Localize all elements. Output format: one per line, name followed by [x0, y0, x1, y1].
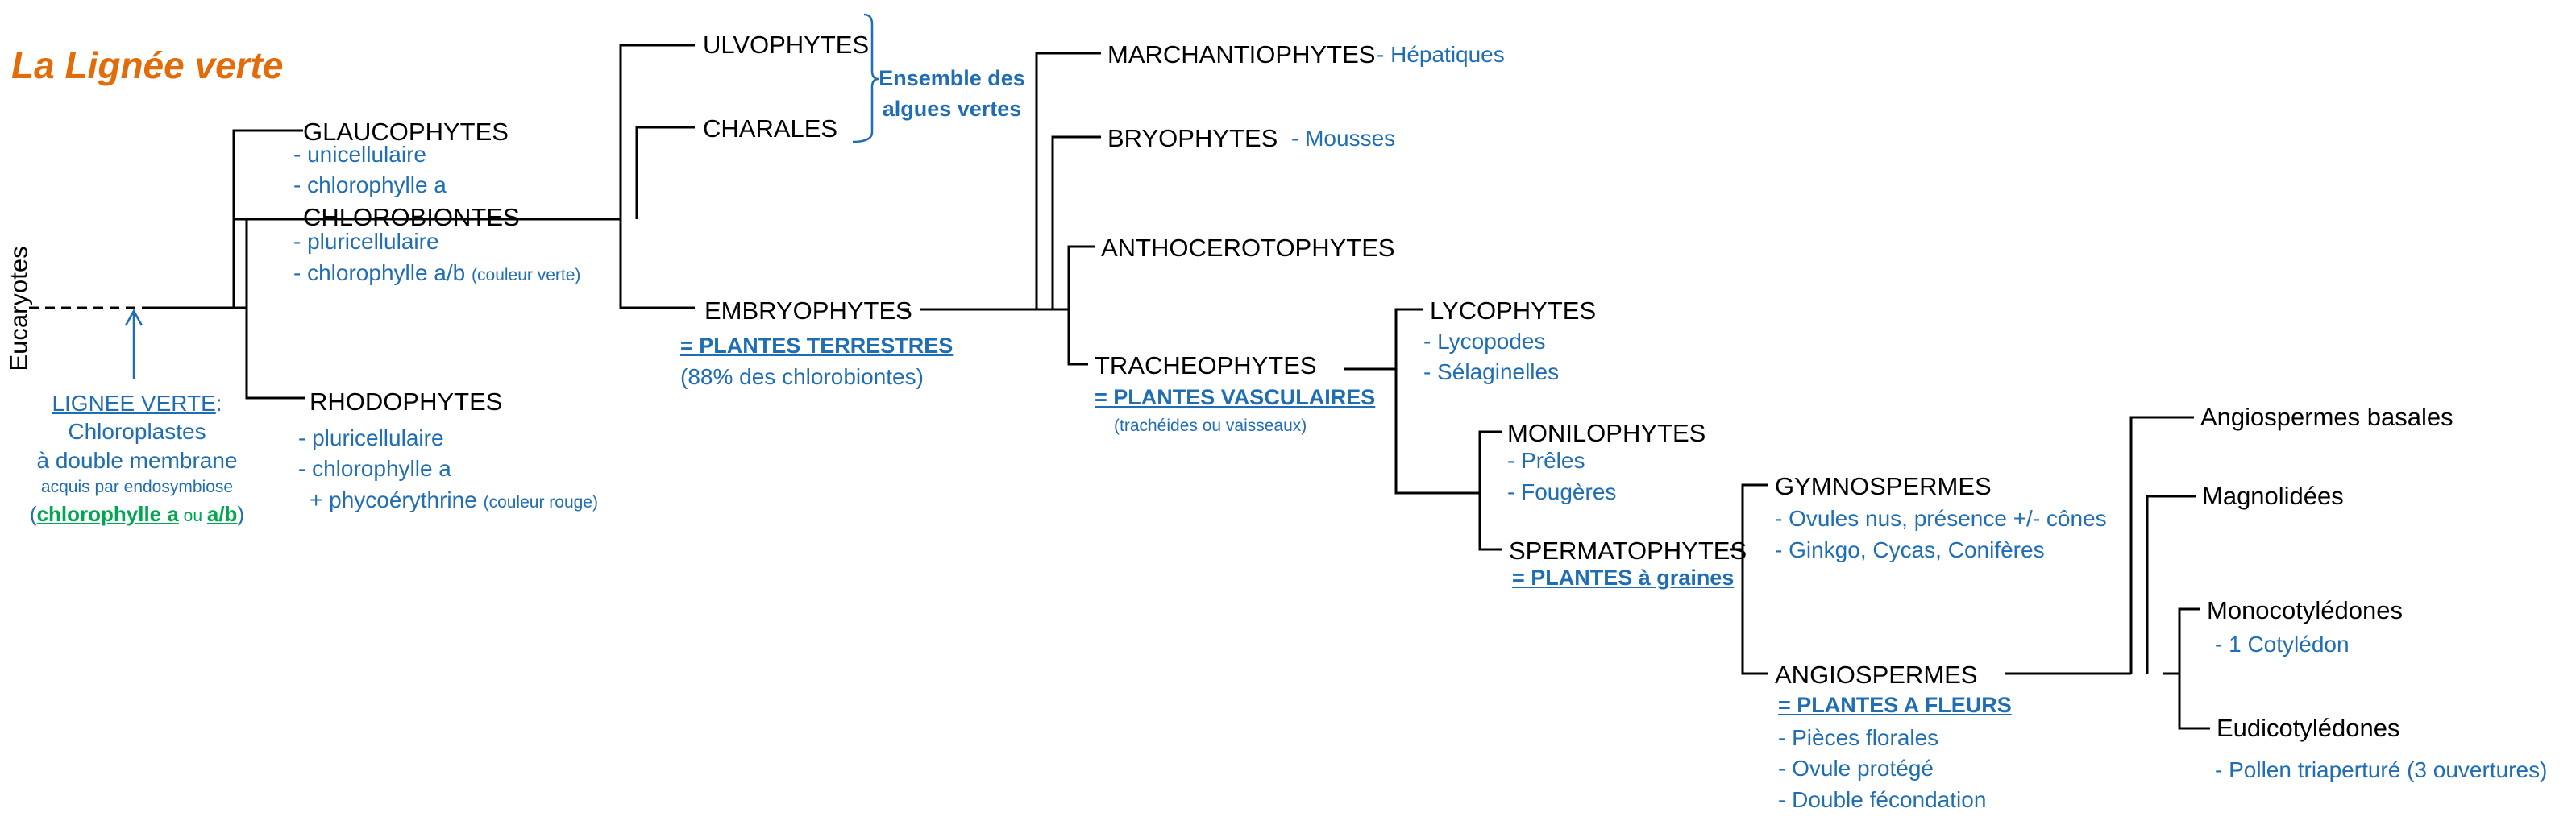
- branch-charales: [635, 126, 695, 219]
- rhodophytes-note: (couleur rouge): [483, 493, 598, 512]
- green-algae-bracket: [852, 13, 879, 143]
- branch-monocotyledones: [2178, 607, 2200, 674]
- chlorobiontes-trait-2: - chlorophylle a/b: [293, 260, 466, 285]
- angiospermes-tag: = PLANTES A FLEURS: [1778, 693, 2012, 717]
- node-bryophytes: BRYOPHYTES: [1107, 124, 1278, 152]
- eudicotyledones-trait-1: - Pollen triaperturé (3 ouvertures): [2215, 757, 2548, 782]
- branch-tracheophytes: [1067, 309, 1088, 366]
- chlorophyll-a-label: chlorophylle a: [36, 502, 179, 526]
- glaucophytes-trait-1: - unicellulaire: [293, 142, 426, 167]
- node-angiospermes: ANGIOSPERMES: [1775, 661, 1978, 689]
- node-angiospermes-basales: Angiospermes basales: [2200, 403, 2453, 431]
- angiospermes-trait-3: - Double fécondation: [1778, 787, 1987, 812]
- branch-chloro-to-embryo: [619, 219, 695, 309]
- branch-rhodophytes: [245, 308, 305, 400]
- gymnospermes-trait-1: - Ovules nus, présence +/- cônes: [1775, 506, 2107, 531]
- lycophytes-trait-1: - Lycopodes: [1423, 329, 1546, 354]
- branch-monilophytes: [1478, 430, 1502, 493]
- branch-bryophytes: [1051, 135, 1101, 309]
- branch-angiospermes: [1741, 549, 1768, 675]
- node-eudicotyledones: Eudicotylédones: [2217, 714, 2400, 742]
- node-marchantiophytes: MARCHANTIOPHYTES: [1107, 40, 1376, 68]
- green-lineage-line1: Chloroplastes: [68, 419, 206, 444]
- branch-main-split: [234, 218, 248, 308]
- node-rhodophytes: RHODOPHYTES: [310, 388, 503, 416]
- angiospermes-trait-2: - Ovule protégé: [1778, 756, 1934, 781]
- node-lycophytes: LYCOPHYTES: [1430, 296, 1597, 325]
- tracheophytes-tag: = PLANTES VASCULAIRES: [1095, 385, 1376, 409]
- node-ulvophytes: ULVOPHYTES: [703, 31, 870, 59]
- branch-anthocerotophytes: [1067, 245, 1095, 309]
- bryophytes-common: - Mousses: [1291, 126, 1396, 151]
- green-lineage-label: LIGNEE VERTE: [52, 391, 216, 416]
- branch-magnoliidees: [2146, 495, 2196, 674]
- diagram-title: La Lignée verte: [11, 44, 284, 86]
- lycophytes-trait-2: - Sélaginelles: [1423, 359, 1560, 384]
- node-monilophytes: MONILOPHYTES: [1507, 419, 1706, 447]
- branch-eudicotyledones: [2178, 674, 2210, 730]
- branch-glaucophytes: [232, 129, 303, 308]
- branch-angio-basales: [2129, 416, 2194, 674]
- node-spermatophytes: SPERMATOPHYTES: [1509, 537, 1747, 565]
- rhodophytes-trait-1: - pluricellulaire: [298, 425, 444, 450]
- spermatophytes-tag: = PLANTES à graines: [1512, 566, 1735, 590]
- branch-marchantiophytes: [1035, 52, 1101, 309]
- glaucophytes-trait-2: - chlorophylle a: [293, 172, 447, 197]
- node-anthocerotophytes: ANTHOCEROTOPHYTES: [1101, 234, 1395, 262]
- green-lineage-line2: à double membrane: [36, 448, 238, 473]
- node-embryophytes: EMBRYOPHYTES: [704, 296, 912, 325]
- embryophytes-tag: = PLANTES TERRESTRES: [680, 334, 954, 358]
- gymnospermes-trait-2: - Ginkgo, Cycas, Conifères: [1775, 537, 2045, 562]
- rhodophytes-trait-3: + phycoérythrine: [310, 487, 477, 512]
- chlorophyll-ab-label: a/b: [206, 502, 238, 526]
- node-monocotyledones: Monocotylédones: [2207, 596, 2403, 624]
- chlorobiontes-trait-1: - pluricellulaire: [293, 229, 439, 254]
- green-algae-annotation: Ensemble des algues vertes: [879, 66, 1025, 121]
- node-chlorobiontes: CHLOROBIONTES: [303, 203, 520, 231]
- tracheophytes-note: (trachéides ou vaisseaux): [1114, 417, 1307, 435]
- green-lineage-annotation: LIGNEE VERTE: Chloroplastes à double mem…: [16, 390, 258, 531]
- branch-chloro-vertical: [514, 44, 695, 221]
- monilophytes-trait-1: - Prêles: [1507, 448, 1585, 473]
- branch-spermatophytes: [1478, 493, 1502, 551]
- node-charales: CHARALES: [703, 114, 838, 143]
- marchantiophytes-common: - Hépatiques: [1377, 42, 1505, 67]
- node-gymnospermes: GYMNOSPERMES: [1775, 472, 1992, 500]
- embryophytes-note: (88% des chlorobiontes): [680, 364, 924, 389]
- root-label-eucaryotes: Eucaryotes: [4, 246, 33, 371]
- branch-lycophytes: [1394, 308, 1423, 369]
- green-lineage-line3: acquis par endosymbiose: [40, 478, 234, 496]
- branch-sperm-out: [1730, 483, 1768, 551]
- node-magnoliidees: Magnolidées: [2202, 482, 2344, 510]
- node-glaucophytes: GLAUCOPHYTES: [303, 118, 509, 146]
- green-lineage-arrowhead: [124, 309, 143, 326]
- monocotyledones-trait-1: - 1 Cotylédon: [2215, 632, 2350, 657]
- branch-trach-down: [1394, 369, 1480, 495]
- angiospermes-trait-1: - Pièces florales: [1778, 725, 1939, 750]
- chlorobiontes-note: (couleur verte): [472, 266, 581, 284]
- monilophytes-trait-2: - Fougères: [1507, 479, 1617, 504]
- node-tracheophytes: TRACHEOPHYTES: [1095, 351, 1317, 379]
- rhodophytes-trait-2: - chlorophylle a: [298, 456, 451, 481]
